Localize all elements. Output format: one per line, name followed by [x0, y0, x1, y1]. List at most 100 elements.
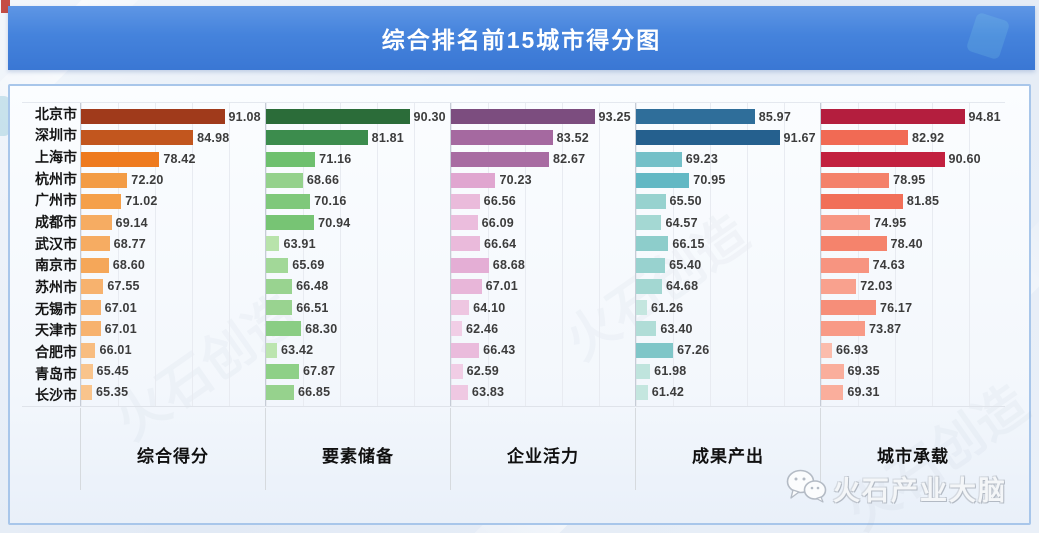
- bar-row: 61.98: [636, 361, 820, 382]
- bar-row: 65.40: [636, 255, 820, 276]
- bar: [636, 321, 657, 337]
- value-label: 66.51: [296, 300, 329, 315]
- value-label: 67.01: [485, 279, 518, 294]
- bar-row: 83.52: [451, 127, 635, 148]
- value-label: 63.42: [281, 343, 314, 358]
- value-label: 70.94: [318, 215, 351, 230]
- value-label: 65.35: [96, 385, 129, 400]
- bar-row: 68.30: [266, 318, 450, 339]
- category-label-要素储备: 要素储备: [265, 408, 450, 490]
- value-label: 82.67: [552, 152, 586, 167]
- bar: [266, 363, 299, 379]
- bar: [636, 384, 648, 400]
- watermark-logo-fragment: [0, 96, 10, 136]
- city-label: 深圳市: [35, 127, 77, 144]
- city-label: 北京市: [35, 105, 77, 122]
- value-label: 71.02: [125, 194, 158, 209]
- value-label: 69.14: [115, 215, 148, 230]
- bar: [451, 130, 553, 146]
- value-label: 68.77: [113, 236, 146, 251]
- bar: [821, 321, 866, 337]
- bar: [821, 342, 833, 358]
- bar-row: 78.42: [81, 148, 265, 169]
- value-label: 76.17: [879, 300, 913, 315]
- bar-row: 81.85: [821, 191, 1005, 212]
- value-label: 65.69: [292, 258, 325, 273]
- bar-row: 71.16: [266, 148, 450, 169]
- bar-row: 67.01: [81, 297, 265, 318]
- bar: [266, 236, 280, 252]
- city-label: 青岛市: [35, 365, 77, 382]
- bar: [266, 215, 315, 231]
- value-label: 63.40: [660, 321, 693, 336]
- city-label: 上海市: [35, 149, 77, 166]
- bar: [81, 363, 93, 379]
- bar-row: 66.48: [266, 276, 450, 297]
- value-label: 66.09: [481, 215, 514, 230]
- bar-row: 66.15: [636, 233, 820, 254]
- value-label: 67.01: [104, 300, 137, 315]
- bar-row: 64.57: [636, 212, 820, 233]
- bar: [636, 130, 780, 146]
- bar-row: 91.08: [81, 106, 265, 127]
- bar: [81, 193, 122, 209]
- bar: [821, 257, 869, 273]
- value-label: 68.60: [112, 258, 146, 273]
- value-label: 65.50: [669, 194, 702, 209]
- category-label-城市承载: 城市承载: [820, 408, 1005, 490]
- value-label: 66.01: [99, 343, 132, 358]
- bar-row: 90.30: [266, 106, 450, 127]
- bar-row: 70.94: [266, 212, 450, 233]
- bar: [451, 236, 481, 252]
- value-label: 90.30: [413, 109, 446, 124]
- bar: [266, 300, 293, 316]
- city-labels-column: 北京市 深圳市 上海市 杭州市 广州市 成都市 武汉市 南京市 苏州市 无锡市 天津市 合肥市 青岛市长…: [22, 103, 80, 406]
- value-label: 67.55: [107, 279, 140, 294]
- bar: [266, 130, 368, 146]
- value-label: 65.45: [96, 364, 129, 379]
- bar-row: 67.26: [636, 339, 820, 360]
- bar: [451, 342, 480, 358]
- value-label: 72.03: [860, 279, 893, 294]
- bar: [821, 193, 903, 209]
- bar: [636, 236, 669, 252]
- bar: [821, 109, 965, 125]
- bar: [636, 363, 651, 379]
- bar-row: 68.66: [266, 170, 450, 191]
- bar: [81, 109, 225, 125]
- value-label: 72.20: [131, 173, 164, 188]
- city-label: 长沙市: [35, 387, 77, 404]
- bar: [266, 321, 302, 337]
- bar-row: 61.42: [636, 382, 820, 403]
- bar-row: 68.60: [81, 255, 265, 276]
- value-label: 62.46: [466, 321, 499, 336]
- bar: [451, 172, 496, 188]
- bar-row: 82.67: [451, 148, 635, 169]
- bar: [451, 193, 480, 209]
- bar: [266, 193, 311, 209]
- bar-row: 63.42: [266, 339, 450, 360]
- value-label: 66.64: [484, 236, 517, 251]
- chart-panel-要素储备: 90.30 81.81 71.16 68.66 70.16 70.94 63.91 65.69…: [265, 103, 450, 406]
- value-label: 61.42: [651, 385, 685, 400]
- bar-row: 72.03: [821, 276, 1005, 297]
- bar: [821, 278, 857, 294]
- value-label: 62.59: [466, 364, 499, 379]
- bar: [636, 193, 666, 209]
- bar: [636, 300, 648, 316]
- bar-row: 65.69: [266, 255, 450, 276]
- city-label: 成都市: [35, 214, 77, 231]
- value-label: 78.42: [163, 152, 196, 167]
- bar: [266, 151, 316, 167]
- category-label-综合得分: 综合得分: [80, 408, 265, 490]
- value-label: 74.95: [874, 215, 907, 230]
- bar: [821, 172, 890, 188]
- value-label: 71.16: [319, 152, 352, 167]
- bar-row: 93.25: [451, 106, 635, 127]
- bar-row: 66.56: [451, 191, 635, 212]
- chart-card: 火石创造 火石创造 火石创造 北京市深圳市上海市杭州市广州市成都市武汉市南京市苏…: [8, 84, 1039, 533]
- bar-row: 62.59: [451, 361, 635, 382]
- value-label: 64.68: [665, 279, 699, 294]
- bar-row: 67.87: [266, 361, 450, 382]
- bar: [636, 257, 666, 273]
